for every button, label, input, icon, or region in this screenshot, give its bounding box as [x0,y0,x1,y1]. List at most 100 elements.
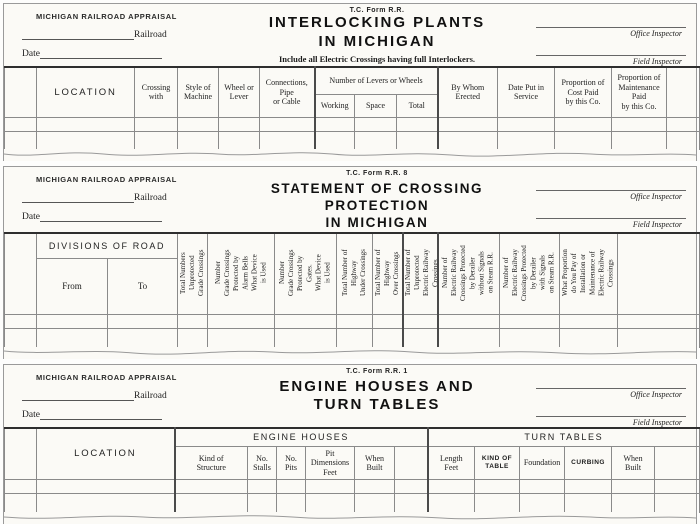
empty-cell [519,479,566,495]
railroad-line: Railroad [22,193,236,203]
form-note: Include all Electric Crossings having fu… [278,53,476,64]
col-group-turn-tables: TURN TABLES [426,427,700,448]
form2-appraisal-block: MICHIGAN RAILROAD APPRAISAL Railroad Dat… [4,167,236,232]
form3-inspector-block: Office Inspector Field Inspector [518,365,696,427]
table-row [4,328,700,348]
col-unprotected-electric-crossings: Total Number of Unprotected Electric Rai… [401,232,438,316]
col-kind-of-structure: Kind of Structure [173,446,248,481]
interlocking-table: LOCATION Crossing with Style of Machine … [4,66,700,150]
empty-cell [611,493,656,513]
col-highway-under-crossings: Total Number of Highway Under Crossings [336,232,373,316]
col-no-pits: No. Pits [276,446,306,481]
date-label: Date [22,409,40,420]
empty-cell [401,314,438,330]
empty-cell [499,314,560,330]
empty-cell [4,427,37,481]
form-title-line1: INTERLOCKING PLANTS [268,14,486,31]
empty-cell [36,314,108,330]
empty-cell [372,328,403,348]
empty-cell [436,328,500,348]
col-foundation: Foundation [519,446,566,481]
railroad-blank-rule [22,194,134,203]
col-wheel-or-lever: Wheel or Lever [218,66,260,118]
empty-cell [666,66,700,118]
railroad-blank-rule [22,31,134,40]
form2-header: MICHIGAN RAILROAD APPRAISAL Railroad Dat… [4,167,696,232]
empty-cell [372,314,403,330]
empty-cell [611,130,667,150]
empty-cell [107,328,178,348]
field-inspector-label: Field Inspector [632,220,682,229]
empty-cell [401,328,438,348]
empty-cell [499,328,560,348]
empty-cell [4,116,37,132]
field-inspector-signature: Field Inspector [518,209,686,229]
empty-cell [336,328,373,348]
empty-cell [437,116,498,132]
empty-cell [313,116,355,132]
empty-cell [4,314,37,330]
col-eh-when-built: When Built [354,446,395,481]
col-highway-over-crossings: Total Number of Highway Over Crossings [372,232,403,316]
form-title-line2: IN MICHIGAN [318,32,436,50]
office-inspector-signature: Office Inspector [518,18,686,38]
form-engine-houses-turn-tables: MICHIGAN RAILROAD APPRAISAL Railroad Dat… [3,363,700,524]
empty-cell [519,493,566,513]
empty-cell [177,328,208,348]
col-location: LOCATION [36,427,175,481]
empty-cell [173,493,248,513]
empty-cell [4,328,37,348]
office-inspector-label: Office Inspector [630,389,682,399]
table-row [4,493,700,513]
empty-cell [276,493,306,513]
empty-cell [437,130,498,150]
empty-cell [259,130,315,150]
col-tt-when-built: When Built [611,446,656,481]
signature-rule [536,46,686,56]
field-inspector-label: Field Inspector [632,57,682,66]
railroad-blank-rule [22,392,134,401]
date-blank-rule [39,411,162,420]
crossing-protection-table: DIVISIONS OF ROAD Total Numbers Unprotec… [4,231,700,348]
date-blank-rule [39,50,162,59]
table-row [4,314,700,330]
date-line: Date [22,212,236,222]
form-crossing-protection: MICHIGAN RAILROAD APPRAISAL Railroad Dat… [3,166,700,359]
empty-cell [173,479,248,495]
railroad-line: Railroad [22,30,236,40]
form1-inspector-block: Office Inspector Field Inspector [518,4,696,66]
table-row [4,116,700,132]
empty-cell [617,232,700,316]
empty-cell [247,493,277,513]
empty-cell [426,479,476,495]
empty-cell [497,130,555,150]
empty-cell [134,130,178,150]
empty-cell [611,116,667,132]
empty-cell [134,116,178,132]
empty-cell [36,328,108,348]
empty-cell [177,130,219,150]
form3-appraisal-block: MICHIGAN RAILROAD APPRAISAL Railroad Dat… [4,365,236,427]
form1-header: MICHIGAN RAILROAD APPRAISAL Railroad Dat… [4,4,696,66]
form-title-line2: IN MICHIGAN [325,214,429,230]
empty-cell [4,479,37,495]
office-inspector-signature: Office Inspector [518,181,686,201]
empty-cell [107,314,178,330]
empty-cell [654,493,700,513]
office-inspector-signature: Office Inspector [518,379,686,399]
col-crossing-with: Crossing with [134,66,178,118]
empty-cell [36,130,135,150]
empty-cell [426,493,476,513]
col-proportion-installation-maintenance: What Proportion do You Pay of Installati… [559,232,618,316]
empty-cell [4,493,37,513]
railroad-label: Railroad [134,390,167,401]
empty-cell [474,493,521,513]
empty-cell [393,479,429,495]
col-proportion-cost: Proportion of Cost Paid by this Co. [554,66,612,118]
torn-edge [4,346,696,355]
field-inspector-signature: Field Inspector [518,407,686,427]
appraisal-heading: MICHIGAN RAILROAD APPRAISAL [36,372,177,382]
signature-rule [536,181,686,191]
empty-cell [666,130,700,150]
empty-cell [218,130,260,150]
